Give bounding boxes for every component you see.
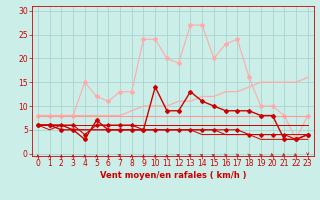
X-axis label: Vent moyen/en rafales ( km/h ): Vent moyen/en rafales ( km/h ) xyxy=(100,171,246,180)
